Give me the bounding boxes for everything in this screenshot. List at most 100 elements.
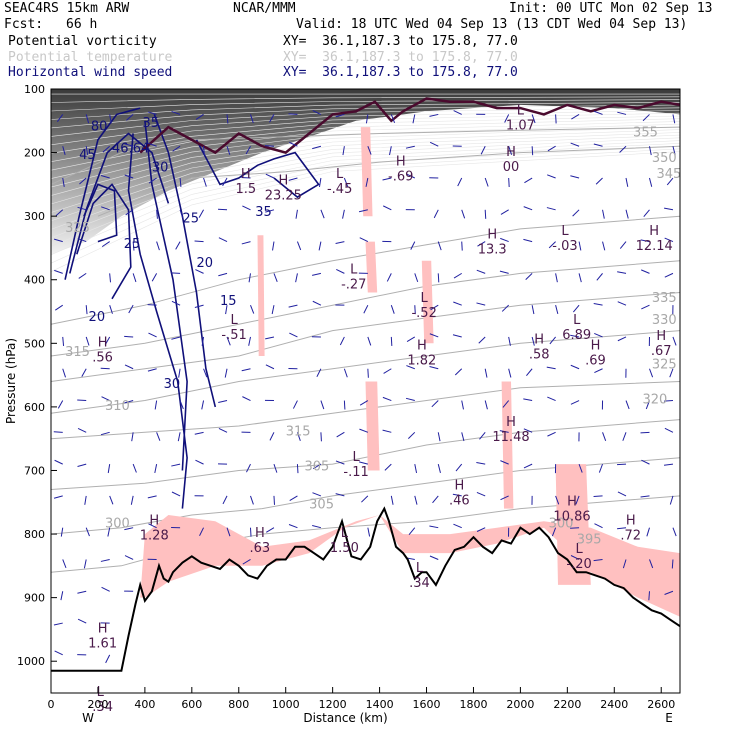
wind-arrow: [203, 146, 205, 156]
extremum-value: -.20: [566, 557, 591, 572]
extremum-value: -.45: [327, 182, 352, 197]
wind-arrow: [179, 209, 184, 219]
wind-arrow: [500, 460, 509, 465]
wind-arrow: [359, 237, 369, 243]
wind-arrow: [147, 142, 157, 147]
wind-arrow: [222, 495, 228, 505]
wind-arrow: [672, 336, 677, 346]
wind-arrow: [178, 368, 181, 378]
theta-label: 335: [652, 291, 677, 306]
wind-arrow: [242, 559, 251, 565]
pv-shading: [257, 235, 265, 356]
wind-arrow: [390, 305, 395, 314]
wind-arrow: [407, 431, 416, 439]
wind-arrow: [171, 491, 181, 497]
axes: 0 200 400 600 800 1000 1200 1400 1600 1800 2000 220…: [4, 83, 681, 725]
wind-arrow: [602, 241, 606, 251]
wind-arrow: [524, 177, 533, 184]
wind-arrow: [54, 459, 63, 465]
pv-shading: [421, 260, 434, 344]
wind-arrow: [335, 113, 345, 118]
x-tick-label: 1000: [272, 698, 300, 711]
wind-arrow: [109, 305, 113, 314]
wind-arrow: [390, 114, 396, 124]
wind-arrow: [320, 400, 325, 410]
wind-speed-label: 25: [182, 212, 199, 227]
wind-arrow: [361, 495, 369, 503]
wind-arrow: [195, 114, 204, 120]
theta-label: 310: [105, 399, 130, 414]
wind-arrow: [617, 527, 627, 530]
wind-arrow: [273, 273, 278, 282]
wind-arrow: [148, 332, 157, 338]
x-tick-label: 2600: [647, 698, 675, 711]
wind-arrow: [296, 241, 302, 251]
extremum-value: 11.48: [492, 430, 529, 445]
wind-arrow: [124, 527, 134, 531]
x-tick-label: 1200: [319, 698, 347, 711]
wind-speed-contour: [76, 183, 132, 300]
wind-arrow: [56, 114, 64, 122]
wind-arrow: [500, 495, 509, 501]
wind-arrow: [226, 146, 231, 155]
wind-arrow: [250, 495, 254, 505]
wind-arrow: [547, 396, 556, 401]
extremum-letter: L: [352, 450, 360, 465]
wind-arrow: [531, 305, 535, 315]
wind-arrow: [172, 145, 181, 152]
extremum-letter: H: [149, 514, 159, 529]
pv-shading: [365, 381, 380, 471]
wind-arrow: [455, 463, 463, 472]
wind-arrow: [549, 336, 556, 345]
wind-arrow: [318, 241, 322, 251]
y-tick-label: 700: [24, 464, 45, 477]
wind-arrow: [672, 146, 676, 156]
wind-arrow: [316, 368, 322, 378]
wind-arrow: [437, 241, 442, 251]
extremum-value: -.34: [88, 700, 113, 715]
wind-arrow: [312, 463, 322, 470]
x-tick-label: 1800: [459, 698, 487, 711]
theta-contour: [50, 292, 681, 382]
wind-arrow: [312, 300, 322, 306]
wind-arrow: [109, 114, 112, 124]
extremum-letter: L: [421, 291, 429, 306]
extremum-value: .69: [585, 354, 606, 369]
wind-arrow: [523, 463, 533, 469]
wind-arrow: [107, 527, 111, 537]
wind-speed-contour: [195, 139, 320, 199]
extremum-letter: H: [534, 332, 544, 347]
wind-arrow: [367, 336, 372, 346]
wind-arrow: [242, 205, 251, 211]
wind-arrow: [476, 302, 486, 306]
wind-speed-label: 45: [79, 148, 96, 163]
wind-arrow: [578, 463, 583, 473]
wind-arrow: [289, 141, 298, 147]
wind-arrow: [617, 111, 627, 115]
wind-arrow: [250, 304, 255, 314]
wind-arrow: [79, 177, 87, 185]
wind-arrow: [669, 495, 674, 505]
wind-arrow: [484, 177, 489, 187]
header-org: NCAR/MMM: [233, 1, 296, 16]
wind-arrow: [663, 463, 674, 466]
extremum-value: .58: [529, 347, 550, 362]
wind-arrow: [77, 463, 87, 467]
extremum-value: 12.14: [636, 239, 673, 254]
wind-arrow: [382, 177, 392, 181]
wind-arrow: [156, 241, 160, 251]
wind-arrow: [289, 495, 298, 501]
wind-arrow: [500, 209, 509, 215]
extremum-letter: H: [98, 622, 108, 637]
wind-arrow: [124, 143, 134, 147]
wind-arrow: [575, 495, 580, 505]
stratosphere-isentrope: [50, 132, 681, 213]
wind-arrow: [383, 368, 392, 374]
plot-frame: [50, 88, 681, 694]
extremum-letter: H: [567, 494, 577, 509]
wind-arrow: [85, 336, 90, 346]
wind-arrow: [484, 209, 487, 219]
extremum-letter: H: [396, 154, 406, 169]
wind-arrow: [649, 177, 653, 187]
x-tick-label: 2200: [553, 698, 581, 711]
